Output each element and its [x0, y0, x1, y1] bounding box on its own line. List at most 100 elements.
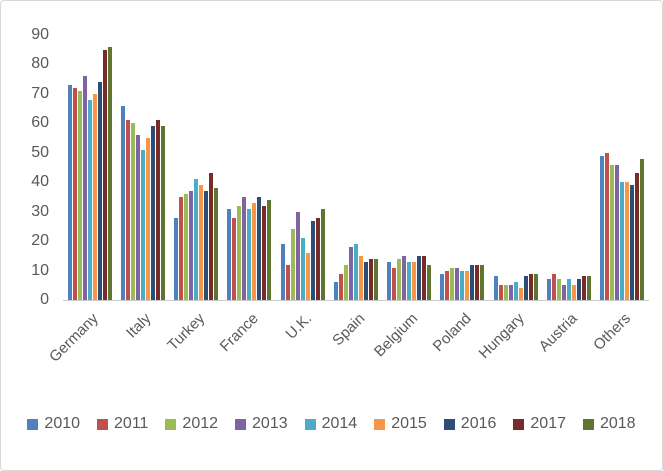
bar-austria-2016	[577, 279, 582, 300]
bar-turkey-2017	[209, 173, 214, 300]
bar-belgium-2018	[427, 264, 432, 300]
bar-group-belgium: Belgium	[371, 35, 436, 360]
bar-poland-2018	[480, 264, 485, 300]
bar-hungary-2012	[503, 285, 508, 300]
bar-germany-2014	[87, 99, 92, 300]
bar-others-2015	[625, 182, 630, 300]
bar-uk-2010	[280, 244, 285, 300]
bar-turkey-2016	[204, 191, 209, 300]
bar-uk-2012	[290, 229, 295, 300]
bar-belgium-2011	[392, 267, 397, 300]
bar-austria-2017	[582, 276, 587, 300]
bar-uk-2018	[320, 208, 325, 300]
legend-label: 2011	[114, 415, 149, 432]
bar-turkey-2012	[184, 194, 189, 300]
bar-germany-2013	[82, 76, 87, 300]
bar-spain-2018	[373, 258, 378, 300]
bar-france-2014	[247, 208, 252, 300]
bar-france-2016	[257, 196, 262, 300]
bar-group-turkey: Turkey	[164, 35, 223, 354]
legend-item-2018: 2018	[582, 415, 636, 433]
bar-hungary-2016	[523, 276, 528, 300]
x-axis-category-label: Spain	[328, 310, 368, 350]
bar-poland-2017	[475, 264, 480, 300]
bar-others-2018	[640, 158, 645, 300]
bar-hungary-2010	[493, 276, 498, 300]
bar-uk-2014	[300, 238, 305, 300]
x-axis-category-label: Hungary	[475, 310, 528, 363]
y-axis-tick-label: 30	[31, 202, 49, 220]
bar-poland-2011	[445, 270, 450, 300]
plot-area: Germany Italy Turkey France U.K. Spain Belgium…	[46, 35, 649, 366]
bar-turkey-2015	[199, 185, 204, 300]
legend-label: 2013	[252, 415, 288, 432]
bar-spain-2014	[353, 244, 358, 300]
bar-group-france: France	[216, 35, 276, 355]
bar-poland-2015	[465, 270, 470, 300]
legend: 2010 2011 2012 2013 2014 2015 2016 2017 2018	[1, 415, 662, 433]
bar-others-2011	[605, 152, 610, 300]
bar-spain-2011	[338, 273, 343, 300]
bar-uk-2016	[310, 220, 315, 300]
bar-france-2010	[227, 208, 232, 300]
bar-germany-2011	[72, 88, 77, 300]
legend-item-2011: 2011	[97, 415, 148, 433]
bar-italy-2013	[135, 135, 140, 300]
bar-italy-2011	[125, 120, 130, 300]
legend-swatch	[304, 418, 316, 430]
bar-italy-2015	[145, 138, 150, 300]
legend-item-2015: 2015	[374, 415, 427, 433]
bar-uk-2011	[285, 264, 290, 300]
bar-poland-2016	[470, 264, 475, 300]
legend-label: 2017	[530, 415, 566, 432]
bar-italy-2012	[130, 123, 135, 300]
bar-hungary-2014	[513, 282, 518, 300]
legend-swatch	[97, 418, 109, 430]
bar-group-germany: Germany	[46, 35, 116, 366]
y-axis-tick-label: 90	[31, 26, 49, 43]
bar-austria-2015	[572, 285, 577, 300]
bar-group-spain: Spain	[329, 35, 382, 349]
bar-poland-2010	[440, 273, 445, 300]
bar-italy-2014	[140, 149, 145, 300]
bar-germany-2012	[77, 90, 82, 300]
y-axis-tick-label: 70	[31, 84, 49, 102]
bar-belgium-2016	[417, 255, 422, 300]
bar-turkey-2010	[174, 217, 179, 300]
bar-germany-2010	[67, 85, 72, 300]
bar-spain-2012	[343, 264, 348, 300]
bar-spain-2017	[368, 258, 373, 300]
legend-swatch	[582, 418, 594, 430]
bar-austria-2011	[552, 273, 557, 300]
bar-hungary-2013	[508, 285, 513, 300]
bar-hungary-2011	[498, 285, 503, 300]
bar-germany-2017	[102, 49, 107, 300]
bar-spain-2010	[333, 282, 338, 300]
bar-belgium-2012	[397, 258, 402, 300]
x-axis-category-label: France	[216, 310, 262, 356]
legend-label: 2012	[182, 415, 219, 432]
bar-group-uk: U.K.	[276, 35, 329, 343]
legend-label: 2010	[44, 415, 81, 432]
bar-others-2016	[630, 185, 635, 300]
y-axis-tick-label: 60	[31, 114, 49, 132]
bar-spain-2016	[363, 261, 368, 300]
bar-france-2013	[242, 196, 247, 300]
legend-swatch	[513, 418, 525, 430]
bar-group-austria: Austria	[536, 35, 595, 355]
bar-others-2014	[620, 182, 625, 300]
y-axis-tick-label: 20	[31, 232, 49, 250]
bar-poland-2014	[460, 270, 465, 300]
bar-group-hungary: Hungary	[476, 35, 542, 362]
legend-item-2016: 2016	[443, 415, 496, 433]
y-axis-tick-label: 0	[40, 291, 49, 308]
bar-italy-2017	[155, 120, 160, 300]
bar-italy-2016	[150, 126, 155, 300]
legend-item-2012: 2012	[165, 415, 218, 433]
y-axis-tick-label: 50	[31, 143, 49, 161]
bar-hungary-2015	[518, 288, 523, 300]
bar-poland-2012	[450, 267, 455, 300]
bar-turkey-2013	[189, 191, 194, 300]
bar-germany-2016	[97, 82, 102, 300]
bar-group-poland: Poland	[429, 35, 489, 355]
